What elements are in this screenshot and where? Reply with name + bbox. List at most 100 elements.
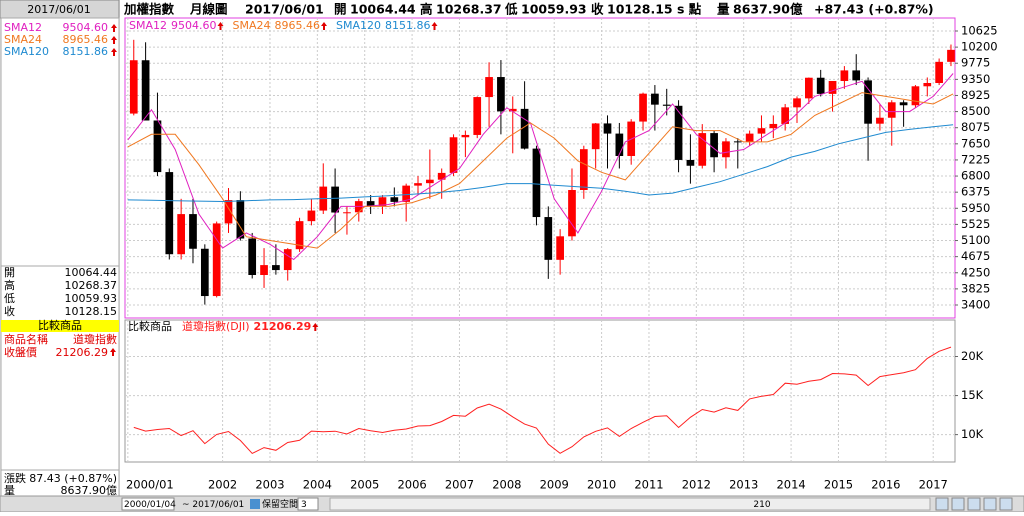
high-label: 高: [4, 278, 15, 292]
y-tick-label: 6800: [961, 169, 990, 183]
candle-body: [876, 117, 884, 124]
series-line: [133, 346, 952, 455]
candle-body: [485, 77, 493, 98]
candle-body: [722, 141, 730, 158]
x-tick-label: 2016: [871, 478, 900, 492]
zoom-in[interactable]: [935, 497, 949, 511]
candle-body: [200, 248, 209, 297]
candle-body: [236, 200, 245, 239]
legend-name: 道瓊指數(DJI): [182, 319, 250, 333]
candle-body: [733, 141, 742, 143]
x-tick-label: 2011: [634, 478, 663, 492]
x-tick-label: 2017: [919, 478, 948, 492]
legend-name: SMA120: [336, 19, 381, 32]
icon[interactable]: [250, 499, 260, 509]
y-tick-label: 6375: [961, 185, 990, 199]
candle-body: [674, 105, 683, 160]
candle-body: [899, 102, 908, 106]
candle-body: [461, 134, 470, 138]
x-tick-label: 2005: [350, 478, 379, 492]
next[interactable]: [983, 497, 997, 511]
candle-body: [473, 97, 482, 135]
candle-body: [887, 102, 896, 118]
y-tick-label: 5950: [961, 201, 990, 215]
zoom-out[interactable]: [951, 497, 965, 511]
close: 10128.15: [65, 305, 118, 318]
compare-title: 比較商品: [128, 319, 172, 333]
candle-body: [414, 183, 422, 186]
candle-body: [248, 238, 257, 275]
low: 10059.93: [65, 292, 118, 305]
y-tick-label: 7650: [961, 136, 990, 150]
series-line: [127, 92, 954, 249]
candle-body: [816, 77, 825, 94]
open: 10064.44: [65, 266, 118, 279]
series-line: [127, 124, 954, 203]
x-tick-label: 2002: [208, 478, 237, 492]
up-arrow: [110, 348, 116, 356]
legend-value: 8151.86: [385, 19, 431, 32]
compare-bar: [1, 320, 119, 332]
up-arrow: [431, 22, 438, 30]
candle-body: [793, 98, 801, 108]
start-field[interactable]: [121, 497, 175, 511]
x-tick-label: 2012: [682, 478, 711, 492]
low-label: 低: [4, 292, 15, 305]
up-arrow: [111, 36, 117, 44]
end-date: ~ 2017/06/01: [182, 500, 244, 510]
high-label: 高: [420, 2, 433, 17]
candle-body: [840, 70, 849, 81]
candle-body: [343, 212, 351, 214]
legend-name: SMA24: [233, 19, 271, 32]
y-tick-label: 8075: [961, 120, 990, 134]
reserve-field[interactable]: [297, 497, 319, 511]
candle-body: [532, 148, 541, 218]
y-tick-label: 15K: [961, 388, 984, 402]
candle-body: [568, 190, 576, 237]
x-tick-label: 2003: [255, 478, 284, 492]
unit: s 點: [677, 2, 702, 17]
candle-body: [745, 133, 754, 142]
candle-body: [426, 179, 434, 184]
candle-body: [781, 107, 790, 124]
candle-body: [272, 265, 280, 271]
candle-body: [520, 108, 529, 149]
up-arrow: [111, 48, 117, 56]
x-tick-label: 2013: [729, 478, 758, 492]
compare-plot: [124, 319, 956, 463]
open-label: 開: [4, 266, 15, 279]
candle-body: [378, 197, 387, 207]
candle-body: [331, 186, 339, 213]
candle-body: [556, 236, 564, 260]
panel-sma-value: 8151.86: [63, 45, 109, 58]
period: 月線圖: [189, 2, 228, 17]
legend-value: 8965.46: [275, 19, 321, 32]
y-tick-label: 4250: [961, 265, 990, 279]
y-tick-label: 3400: [961, 297, 990, 311]
y-tick-label: 5100: [961, 233, 990, 247]
prev[interactable]: [967, 497, 981, 511]
end[interactable]: [999, 497, 1013, 511]
candle-body: [686, 159, 695, 166]
scrollbar[interactable]: [329, 497, 931, 511]
y-tick-label: 7225: [961, 152, 990, 166]
candle-body: [307, 210, 316, 222]
reserve-value: 3: [301, 500, 307, 510]
panel-sma-name: SMA12: [4, 21, 42, 34]
candle-body: [864, 80, 872, 124]
candle-body: [923, 82, 932, 87]
count: 210: [753, 500, 770, 510]
legend-name: SMA12: [129, 19, 167, 32]
candle-body: [639, 93, 647, 122]
candle-body: [177, 214, 185, 255]
candle-body: [698, 133, 707, 166]
close-value: 21206.29: [56, 346, 109, 359]
series-line: [127, 73, 954, 261]
panel-sma-value: 9504.60: [63, 21, 109, 34]
up-arrow: [312, 323, 319, 331]
change-value: 87.43 (+0.87%): [29, 472, 117, 485]
x-tick-label: 2000/01: [126, 478, 174, 492]
up-arrow: [321, 22, 327, 30]
y-tick-label: 9350: [961, 72, 990, 86]
